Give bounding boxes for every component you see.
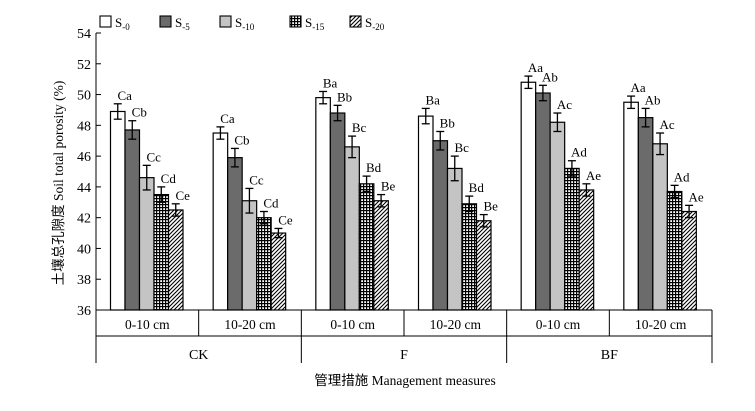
bar-f-depth2-s-20 [475,220,492,311]
significance-letter: Aa [630,80,645,95]
significance-letter: Cd [263,196,279,211]
bar-ck-depth2-s-0 [212,132,229,311]
legend: S-0 S-5 S-10 S-15 S-20 [99,15,385,32]
x-axis: 0-10 cm 10-20 cm 0-10 cm 10-20 cm 0-10 cm 10-… [95,309,713,363]
significance-letter: Bc [352,120,367,135]
legend-swatch-s-10 [219,15,232,28]
x-group-label: CK [189,348,208,363]
x-depth-label: 0-10 cm [125,317,170,332]
x-depth-label: 0-10 cm [536,317,581,332]
x-group-label: BF [601,348,618,363]
legend-label-s-10: S-10 [235,15,255,32]
significance-letter: Ce [278,212,293,227]
significance-letter: Bb [337,89,352,104]
x-depth-label: 10-20 cm [430,317,482,332]
bar-ck-depth1-s-5 [124,129,141,311]
significance-letter: Cc [249,172,264,187]
significance-letter: Ae [586,168,601,183]
legend-swatch-s-20 [349,15,362,28]
y-tick-label: 38 [77,273,91,288]
y-tick-label: 50 [77,89,91,104]
significance-letter: Be [381,179,396,194]
bar-bf-depth2-s-15 [666,190,683,311]
significance-letter: Ad [571,145,587,160]
bar-f-depth2-s-0 [417,115,434,311]
bar-f-depth1-s-0 [315,97,331,311]
significance-letter: Ab [542,69,558,84]
bar-ck-depth2-s-10 [241,200,258,311]
x-depth-label: 10-20 cm [224,317,276,332]
bar-ck-depth2-s-15 [256,217,272,311]
bar-bf-depth2-s-5 [637,117,654,311]
y-tick-label: 42 [77,212,91,227]
bar-ck-depth1-s-10 [138,177,155,311]
y-tick-label: 44 [77,181,91,196]
significance-letter: Ba [426,92,441,107]
bar-ck-depth2-s-20 [270,232,287,311]
bar-bf-depth2-s-0 [623,101,639,311]
y-tick-label: 40 [77,242,91,257]
significance-letter: Ca [220,111,235,126]
y-tick-label: 48 [77,119,91,134]
legend-swatch-s-0 [99,15,112,28]
significance-letter: Ad [674,169,690,184]
significance-letter: Be [484,199,499,214]
bar-ck-depth1-s-15 [153,193,170,311]
bar-bf-depth2-s-20 [681,210,697,311]
bar-ck-depth1-s-0 [109,110,126,311]
significance-letter: Bc [455,140,470,155]
significance-letter: Cd [161,171,177,186]
bar-f-depth2-s-15 [461,203,478,311]
bar-f-depth2-s-5 [432,140,449,311]
x-depth-label: 10-20 cm [635,317,687,332]
significance-letter: Ae [688,189,703,204]
legend-label-s-15: S-15 [305,15,325,32]
y-tick-label: 54 [77,27,91,42]
bar-f-depth1-s-20 [373,200,389,311]
significance-letter: Cb [132,105,147,120]
bar-f-depth1-s-5 [329,112,346,311]
bar-bf-depth2-s-10 [652,143,668,311]
significance-letter: Ca [118,88,133,103]
significance-letter: Bb [440,115,455,130]
y-axis-label: 土壤总孔隙度 Soil total porosity (%) [50,81,66,286]
significance-letter: Cc [147,149,162,164]
x-axis-label: 管理措施 Management measures [314,373,495,388]
significance-letter: Ce [176,188,191,203]
y-tick-label: 46 [77,150,91,165]
legend-swatch-s-15 [289,15,302,28]
legend-swatch-s-5 [159,15,172,28]
significance-letter: Cb [234,132,249,147]
bar-f-depth1-s-15 [358,183,375,311]
bar-f-depth1-s-10 [344,146,360,311]
significance-letter: Bd [469,180,485,195]
legend-label-s-5: S-5 [175,15,190,32]
significance-letter: Ac [557,97,572,112]
significance-letter: Aa [528,60,543,75]
bar-bf-depth1-s-0 [520,81,537,311]
bar-ck-depth2-s-5 [227,157,243,311]
x-depth-label: 0-10 cm [330,317,375,332]
legend-label-s-0: S-0 [115,15,130,32]
bar-bf-depth1-s-20 [578,189,595,311]
legend-label-s-20: S-20 [365,15,385,32]
y-axis: 36 38 40 42 44 46 48 50 52 54 [77,27,101,319]
significance-letter: Ac [659,117,674,132]
bar-bf-depth1-s-15 [564,167,580,311]
bar-f-depth2-s-10 [446,167,463,311]
bar-ck-depth1-s-20 [167,209,184,311]
y-tick-label: 36 [77,304,91,319]
y-tick-label: 52 [77,58,91,73]
significance-letter: Bd [366,160,382,175]
bar-bf-depth1-s-5 [535,92,551,311]
bars: CaCbCcCdCeCaCbCcCdCeBaBbBcBdBeBaBbBcBdBe… [109,60,704,311]
x-group-label: F [400,348,408,363]
significance-letter: Ab [645,92,661,107]
bar-bf-depth1-s-10 [549,121,566,311]
significance-letter: Ba [323,75,338,90]
